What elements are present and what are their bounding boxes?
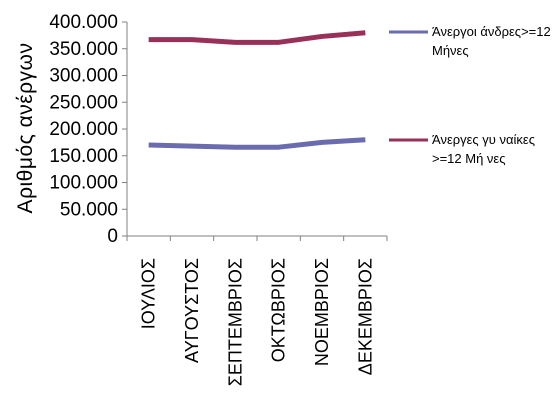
legend-label-1: Μήνες (432, 43, 469, 58)
y-tick-label: 300.000 (49, 66, 118, 87)
x-category-label: ΟΚΤΩΒΡΙΟΣ (269, 258, 289, 362)
legend-label-2: Άνεργες γυ ναίκες (432, 132, 535, 147)
x-category-label: ΑΥΓΟΥΣΤΟΣ (182, 258, 202, 363)
x-category-label: ΔΕΚΕΜΒΡΙΟΣ (355, 258, 375, 375)
x-axis-ticks: ΙΟΥΛΙΟΣ ΑΥΓΟΥΣΤΟΣ ΣΕΠΤΕΜΒΡΙΟΣ ΟΚΤΩΒΡΙΟΣ ΝΟΕΜ… (126, 236, 388, 386)
y-tick-label: 100.000 (49, 173, 118, 194)
y-tick-label: 50.000 (60, 199, 118, 220)
legend-label-1: Άνεργοι άνδρες>=12 (432, 24, 551, 39)
legend: Άνεργοι άνδρες>=12 Μήνες Άνεργες γυ ναίκες… (389, 24, 551, 166)
y-tick-label: 250.000 (49, 92, 118, 113)
y-tick-label: 200.000 (49, 119, 118, 140)
series-line-1 (148, 137, 366, 150)
x-category-label: ΝΟΕΜΒΡΙΟΣ (312, 258, 332, 366)
y-tick-label: 150.000 (49, 146, 118, 167)
x-category-label: ΙΟΥΛΙΟΣ (139, 258, 159, 329)
y-axis-ticks: 0 50.000 100.000 150.000 200.000 250.000 300.0… (49, 12, 127, 247)
y-tick-label: 400.000 (49, 12, 118, 33)
y-tick-label: 350.000 (49, 39, 118, 60)
y-axis-title: Αριθμός ανέργων (14, 43, 37, 214)
series-lines (148, 30, 366, 150)
x-category-label: ΣΕΠΤΕΜΒΡΙΟΣ (225, 258, 245, 386)
legend-label-2: >=12 Μή νες (432, 151, 506, 166)
series-line-2 (148, 30, 366, 45)
y-tick-label: 0 (107, 226, 118, 247)
